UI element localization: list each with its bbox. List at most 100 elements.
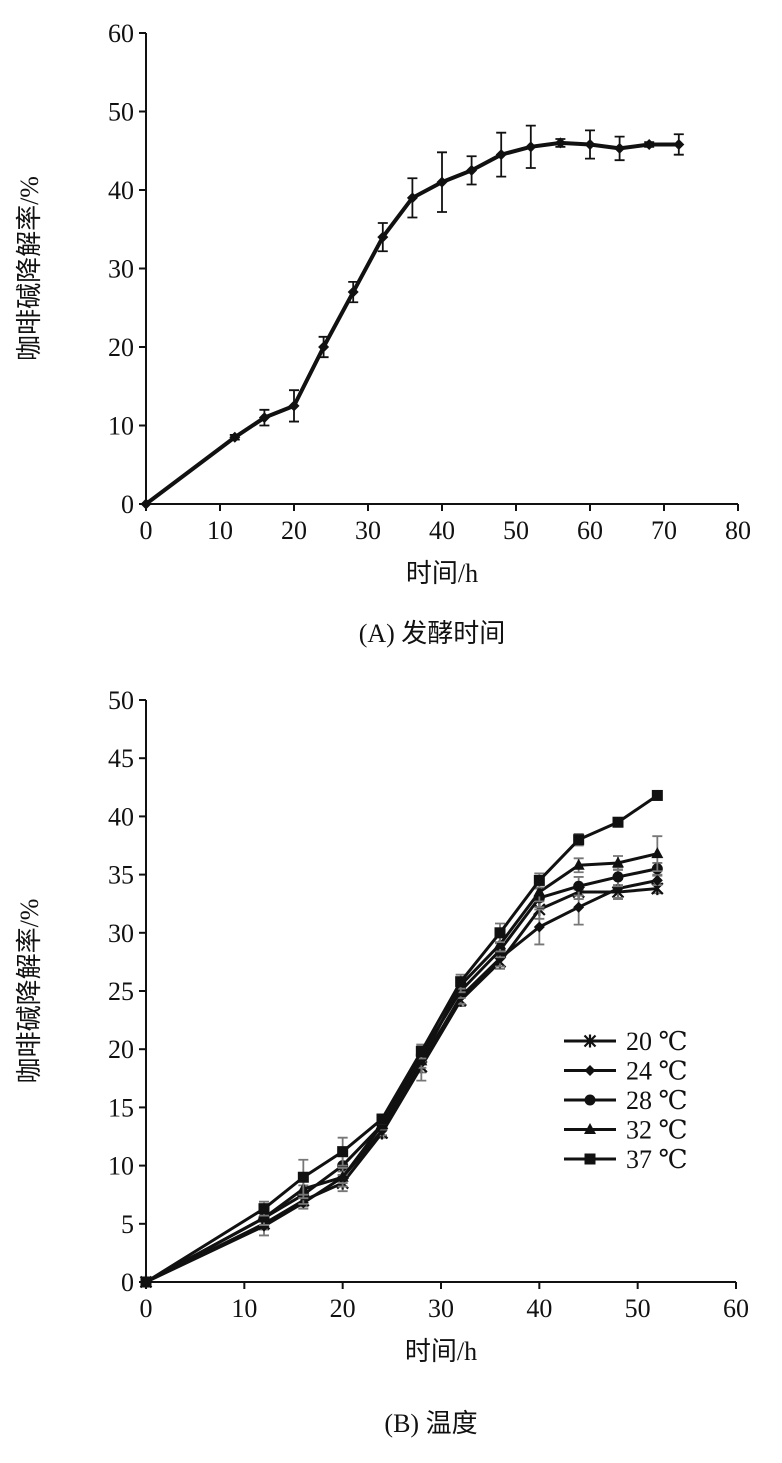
- x-tick-label: 80: [725, 516, 751, 545]
- legend-label: 24 ℃: [626, 1057, 688, 1086]
- x-tick-label: 60: [723, 1294, 749, 1323]
- data-point: [336, 1170, 349, 1182]
- legend-item: 37 ℃: [564, 1145, 688, 1174]
- legend: 20 ℃24 ℃28 ℃32 ℃37 ℃: [564, 1027, 688, 1174]
- data-point: [415, 1054, 428, 1066]
- legend-label: 37 ℃: [626, 1145, 688, 1174]
- data-point: [455, 976, 467, 988]
- data-point: [376, 1113, 388, 1125]
- chart-b-temperature: 0 10 20 30 40 50 60 0 5 10 15 20 25 30 35 40 45 50 时间/h 咖啡碱…: [15, 686, 749, 1438]
- y-tick-label: 0: [121, 490, 134, 519]
- data-point: [584, 138, 596, 150]
- y-tick-label: 25: [108, 977, 134, 1006]
- legend-label: 20 ℃: [626, 1027, 688, 1056]
- data-point: [415, 1046, 427, 1058]
- x-tick-label: 20: [330, 1294, 356, 1323]
- data-point: [466, 164, 478, 176]
- data-point: [258, 1220, 270, 1232]
- x-tick-label: 10: [207, 516, 233, 545]
- data-point: [554, 137, 566, 149]
- legend-item: 20 ℃: [564, 1027, 688, 1056]
- series-line: [145, 878, 658, 1284]
- data-point: [673, 138, 685, 150]
- data-point: [258, 412, 270, 424]
- x-tick-label: 70: [651, 516, 677, 545]
- data-point: [377, 231, 389, 243]
- legend-marker: [583, 1034, 597, 1048]
- data-point: [651, 789, 663, 801]
- data-point: [573, 880, 585, 892]
- y-tick-label: 40: [108, 176, 134, 205]
- data-point: [258, 1203, 270, 1215]
- data-point: [612, 871, 624, 883]
- y-tick-label: 10: [108, 412, 134, 441]
- data-point: [643, 138, 655, 150]
- legend-item: 28 ℃: [564, 1086, 688, 1115]
- x-tick-label: 0: [140, 1294, 153, 1323]
- y-tick-label: 15: [108, 1093, 134, 1122]
- y-tick-label: 30: [108, 255, 134, 284]
- data-point: [533, 874, 545, 886]
- chart-a-fermentation-time: 0 10 20 30 40 50 60 70 80 0 10 20 30 40 50 60 时间/h 咖啡碱降解率…: [15, 19, 751, 648]
- data-point: [612, 856, 624, 868]
- data-point: [406, 192, 418, 204]
- y-axis-title: 咖啡碱降解率/%: [15, 176, 44, 361]
- legend-label: 32 ℃: [626, 1116, 688, 1145]
- series-line: [145, 794, 659, 1284]
- legend-marker: [584, 1065, 596, 1076]
- data-point: [573, 834, 585, 846]
- series-2: [140, 874, 663, 1288]
- data-point: [436, 176, 448, 188]
- y-tick-label: 35: [108, 861, 134, 890]
- series-line: [145, 867, 658, 1284]
- y-tick-label: 50: [108, 686, 134, 715]
- data-point: [651, 874, 663, 886]
- y-tick-label: 20: [108, 333, 134, 362]
- legend-marker: [584, 1094, 596, 1106]
- data-point: [651, 847, 664, 859]
- series-3: [140, 862, 663, 1288]
- x-tick-label: 20: [281, 516, 307, 545]
- data-point: [318, 341, 330, 353]
- data-point: [614, 142, 626, 154]
- data-point: [573, 901, 585, 913]
- data-point: [572, 858, 585, 870]
- data-point: [337, 1146, 349, 1158]
- data-point: [612, 816, 624, 828]
- data-point: [495, 149, 507, 161]
- data-point: [140, 1276, 152, 1288]
- data-point: [140, 498, 152, 510]
- x-tick-label: 40: [429, 516, 455, 545]
- data-point: [347, 286, 359, 298]
- x-tick-label: 40: [526, 1294, 552, 1323]
- x-axis-title: 时间/h: [406, 559, 478, 588]
- x-tick-label: 0: [140, 516, 153, 545]
- y-tick-label: 5: [121, 1210, 134, 1239]
- x-tick-label: 50: [625, 1294, 651, 1323]
- x-axis-title: 时间/h: [405, 1337, 477, 1366]
- data-point: [229, 431, 241, 443]
- data-point: [533, 885, 546, 897]
- x-tick-label: 30: [355, 516, 381, 545]
- y-tick-label: 45: [108, 744, 134, 773]
- legend-marker: [584, 1123, 596, 1134]
- series-line: [145, 887, 658, 1284]
- y-tick-label: 50: [108, 98, 134, 127]
- data-point: [494, 952, 506, 964]
- data-point: [494, 937, 506, 949]
- series-line: [145, 852, 658, 1284]
- x-tick-label: 60: [577, 516, 603, 545]
- x-tick-label: 30: [428, 1294, 454, 1323]
- chart-caption: (B) 温度: [384, 1409, 477, 1438]
- y-tick-label: 60: [108, 19, 134, 48]
- legend-label: 28 ℃: [626, 1086, 688, 1115]
- data-point: [533, 921, 545, 933]
- y-tick-label: 20: [108, 1035, 134, 1064]
- data-point: [494, 927, 506, 939]
- legend-item: 24 ℃: [564, 1057, 688, 1086]
- data-point: [258, 1211, 270, 1223]
- y-tick-label: 30: [108, 919, 134, 948]
- y-axis-title: 咖啡碱降解率/%: [15, 899, 44, 1084]
- data-point: [288, 400, 300, 412]
